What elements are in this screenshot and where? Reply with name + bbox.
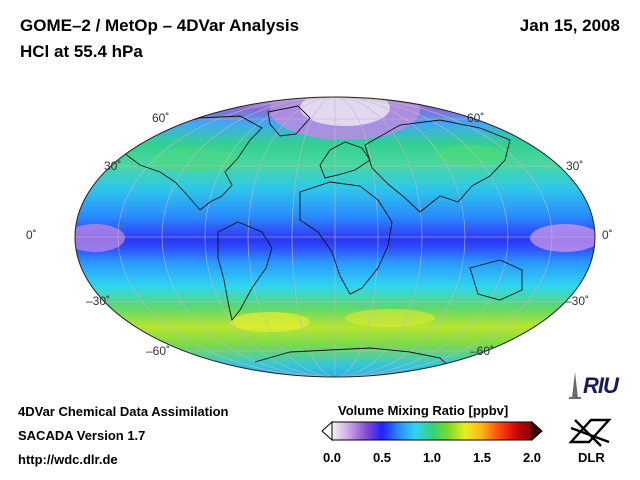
- colorbar: [321, 420, 543, 442]
- title-line-2: HCl at 55.4 hPa: [20, 42, 143, 61]
- date-label: Jan 15, 2008: [519, 16, 620, 35]
- map-border: [74, 96, 596, 378]
- colorbar-tick-label: 2.0: [522, 450, 542, 465]
- lat-label-right-0: 0˚: [602, 228, 613, 242]
- equator-east-patch: [530, 224, 595, 252]
- dlr-logo-icon: [568, 418, 612, 447]
- info-line-1: 4DVar Chemical Data Assimilation: [18, 404, 229, 419]
- lat-label-right-m30: –30˚: [565, 294, 590, 308]
- map-field: [75, 97, 595, 377]
- lat-label-right-30: 30˚: [566, 159, 584, 173]
- equator-west-patch: [75, 224, 125, 252]
- dlr-logo-text: DLR: [578, 450, 605, 465]
- south-yellow-patch-1: [230, 312, 310, 332]
- lat-label-left-60: 60˚: [152, 111, 170, 125]
- riu-logo-text: RIU: [583, 373, 619, 398]
- south-yellow-patch-2: [345, 309, 435, 327]
- info-line-3: http://wdc.dlr.de: [18, 452, 118, 467]
- lat-label-right-m60: –60˚: [470, 344, 495, 358]
- colorbar-tick-label: 0.0: [322, 450, 342, 465]
- north-green-patch-2: [435, 145, 505, 165]
- lat-label-left-m60: –60˚: [146, 344, 171, 358]
- colorbar-title: Volume Mixing Ratio [ppbv]: [338, 403, 509, 418]
- coastlines: [119, 105, 523, 373]
- colorbar-tick-label: 1.0: [422, 450, 442, 465]
- lat-label-left-30: 30˚: [104, 159, 122, 173]
- colorbar-tick-label: 0.5: [372, 450, 392, 465]
- info-line-2: SACADA Version 1.7: [18, 428, 146, 443]
- colorbar-ramp: [331, 421, 533, 441]
- arctic-peak-region: [300, 97, 390, 126]
- colorbar-high-arrow: [531, 420, 543, 442]
- title-line-1: GOME–2 / MetOp – 4DVar Analysis: [20, 16, 300, 35]
- riu-logo-icon: [569, 372, 581, 399]
- lat-label-left-0: 0˚: [26, 228, 37, 242]
- lat-label-right-60: 60˚: [467, 111, 485, 125]
- lat-label-left-m30: –30˚: [86, 294, 111, 308]
- colorbar-tick-label: 1.5: [472, 450, 492, 465]
- colorbar-low-arrow: [321, 420, 333, 442]
